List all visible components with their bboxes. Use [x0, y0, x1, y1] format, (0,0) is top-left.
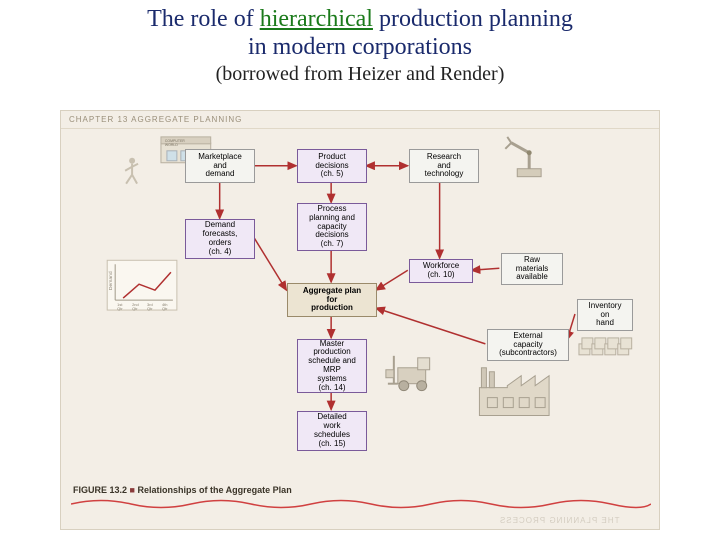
node-research: Researchandtechnology: [409, 149, 479, 183]
node-demand: Demandforecasts,orders(ch. 4): [185, 219, 255, 259]
node-external: Externalcapacity(subcontractors): [487, 329, 569, 361]
node-product: Productdecisions(ch. 5): [297, 149, 367, 183]
arrow-9: [471, 268, 499, 270]
figure-sep: ■: [130, 485, 135, 495]
title-line-2: in modern corporations: [20, 34, 700, 62]
inventory-boxes-icon: [579, 338, 632, 355]
svg-text:Qtr: Qtr: [117, 306, 123, 311]
subtitle: (borrowed from Heizer and Render): [20, 63, 700, 86]
forklift-icon: [386, 356, 430, 391]
svg-text:WORLD: WORLD: [165, 143, 178, 147]
title-pre: The role of: [147, 6, 260, 32]
node-master: Masterproductionschedule andMRPsystems(c…: [297, 339, 367, 393]
title-line-1: The role of hierarchical production plan…: [20, 6, 700, 34]
footer-faint: THE PLANNING PROCESS: [499, 516, 619, 525]
arrow-11: [376, 308, 485, 344]
node-workforce: Workforce(ch. 10): [409, 259, 473, 283]
title-post: production planning: [373, 6, 573, 32]
figure-text: Relationships of the Aggregate Plan: [138, 485, 292, 495]
svg-text:Qtr: Qtr: [132, 306, 138, 311]
diagram-page: CHAPTER 13 AGGREGATE PLANNING COMPUTERWO…: [60, 110, 660, 530]
node-process: Processplanning andcapacitydecisions(ch.…: [297, 203, 367, 251]
arrow-8: [376, 270, 408, 290]
node-detailed: Detailedworkschedules(ch. 15): [297, 411, 367, 451]
factory-icon: [479, 368, 549, 416]
svg-text:Qtr: Qtr: [147, 306, 153, 311]
svg-text:Demand: Demand: [108, 271, 114, 290]
figure-caption: FIGURE 13.2 ■ Relationships of the Aggre…: [73, 485, 292, 495]
figure-label: FIGURE 13.2: [73, 485, 127, 495]
node-marketplace: Marketplaceanddemand: [185, 149, 255, 183]
title-hierarchical: hierarchical: [260, 6, 373, 32]
robot-arm-icon: [505, 137, 541, 177]
node-aggregate: Aggregate planforproduction: [287, 283, 377, 317]
arrow-5: [255, 238, 287, 290]
node-inventory: Inventoryonhand: [577, 299, 633, 331]
node-raw: Rawmaterialsavailable: [501, 253, 563, 285]
red-underline: [71, 497, 651, 511]
person-icon: [125, 158, 138, 184]
slide-title: The role of hierarchical production plan…: [0, 0, 720, 88]
demand-chart-icon: Demand1stQtr2ndQtr3rdQtr4thQtr: [107, 260, 177, 311]
svg-text:Qtr: Qtr: [162, 306, 168, 311]
